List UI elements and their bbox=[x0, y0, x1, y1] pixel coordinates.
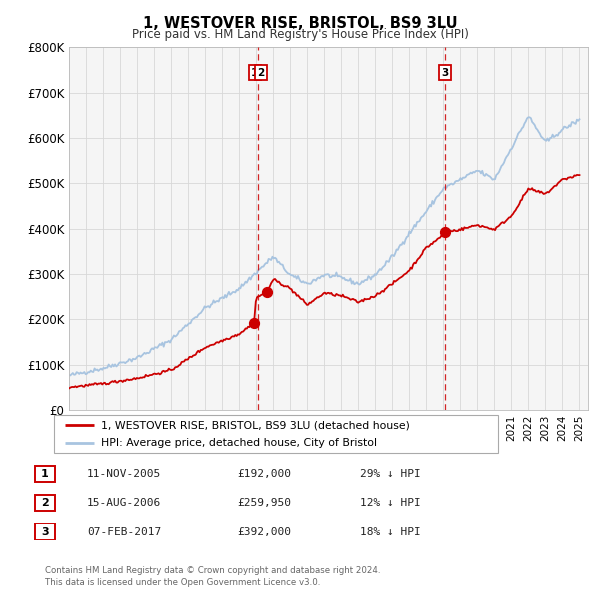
Text: £392,000: £392,000 bbox=[237, 527, 291, 536]
FancyBboxPatch shape bbox=[54, 415, 498, 453]
Text: 1: 1 bbox=[41, 469, 49, 478]
Text: 1, WESTOVER RISE, BRISTOL, BS9 3LU (detached house): 1, WESTOVER RISE, BRISTOL, BS9 3LU (deta… bbox=[101, 420, 409, 430]
FancyBboxPatch shape bbox=[35, 466, 55, 482]
Text: 12% ↓ HPI: 12% ↓ HPI bbox=[360, 498, 421, 507]
Text: 18% ↓ HPI: 18% ↓ HPI bbox=[360, 527, 421, 536]
Text: HPI: Average price, detached house, City of Bristol: HPI: Average price, detached house, City… bbox=[101, 438, 377, 448]
Text: 29% ↓ HPI: 29% ↓ HPI bbox=[360, 469, 421, 478]
Text: 2: 2 bbox=[257, 68, 265, 78]
Text: £259,950: £259,950 bbox=[237, 498, 291, 507]
Text: 1, WESTOVER RISE, BRISTOL, BS9 3LU: 1, WESTOVER RISE, BRISTOL, BS9 3LU bbox=[143, 16, 457, 31]
FancyBboxPatch shape bbox=[35, 523, 55, 540]
Text: Price paid vs. HM Land Registry's House Price Index (HPI): Price paid vs. HM Land Registry's House … bbox=[131, 28, 469, 41]
Text: 15-AUG-2006: 15-AUG-2006 bbox=[87, 498, 161, 507]
Text: £192,000: £192,000 bbox=[237, 469, 291, 478]
Text: 3: 3 bbox=[41, 527, 49, 536]
Point bbox=[249, 318, 259, 327]
Text: 1: 1 bbox=[251, 68, 259, 78]
Point bbox=[262, 287, 272, 297]
Text: 11-NOV-2005: 11-NOV-2005 bbox=[87, 469, 161, 478]
Text: 3: 3 bbox=[442, 68, 449, 78]
Text: 2: 2 bbox=[41, 498, 49, 507]
Point bbox=[440, 228, 450, 237]
FancyBboxPatch shape bbox=[35, 494, 55, 511]
Text: 07-FEB-2017: 07-FEB-2017 bbox=[87, 527, 161, 536]
Text: Contains HM Land Registry data © Crown copyright and database right 2024.
This d: Contains HM Land Registry data © Crown c… bbox=[45, 566, 380, 587]
